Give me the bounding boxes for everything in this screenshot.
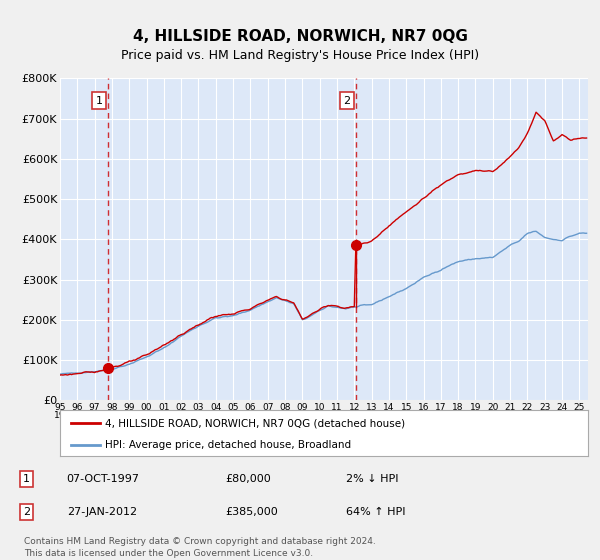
Text: 1: 1 [23,474,30,484]
Text: 64% ↑ HPI: 64% ↑ HPI [346,507,406,517]
Text: 4, HILLSIDE ROAD, NORWICH, NR7 0QG: 4, HILLSIDE ROAD, NORWICH, NR7 0QG [133,29,467,44]
Text: 2: 2 [343,96,350,105]
Text: £80,000: £80,000 [225,474,271,484]
Text: Price paid vs. HM Land Registry's House Price Index (HPI): Price paid vs. HM Land Registry's House … [121,49,479,63]
Text: 2: 2 [23,507,30,517]
Text: 27-JAN-2012: 27-JAN-2012 [67,507,137,517]
Text: Contains HM Land Registry data © Crown copyright and database right 2024.
This d: Contains HM Land Registry data © Crown c… [24,537,376,558]
Text: HPI: Average price, detached house, Broadland: HPI: Average price, detached house, Broa… [105,440,351,450]
Text: 07-OCT-1997: 07-OCT-1997 [67,474,140,484]
Text: 4, HILLSIDE ROAD, NORWICH, NR7 0QG (detached house): 4, HILLSIDE ROAD, NORWICH, NR7 0QG (deta… [105,418,405,428]
Text: £385,000: £385,000 [225,507,278,517]
Text: 2% ↓ HPI: 2% ↓ HPI [346,474,398,484]
Text: 1: 1 [96,96,103,105]
